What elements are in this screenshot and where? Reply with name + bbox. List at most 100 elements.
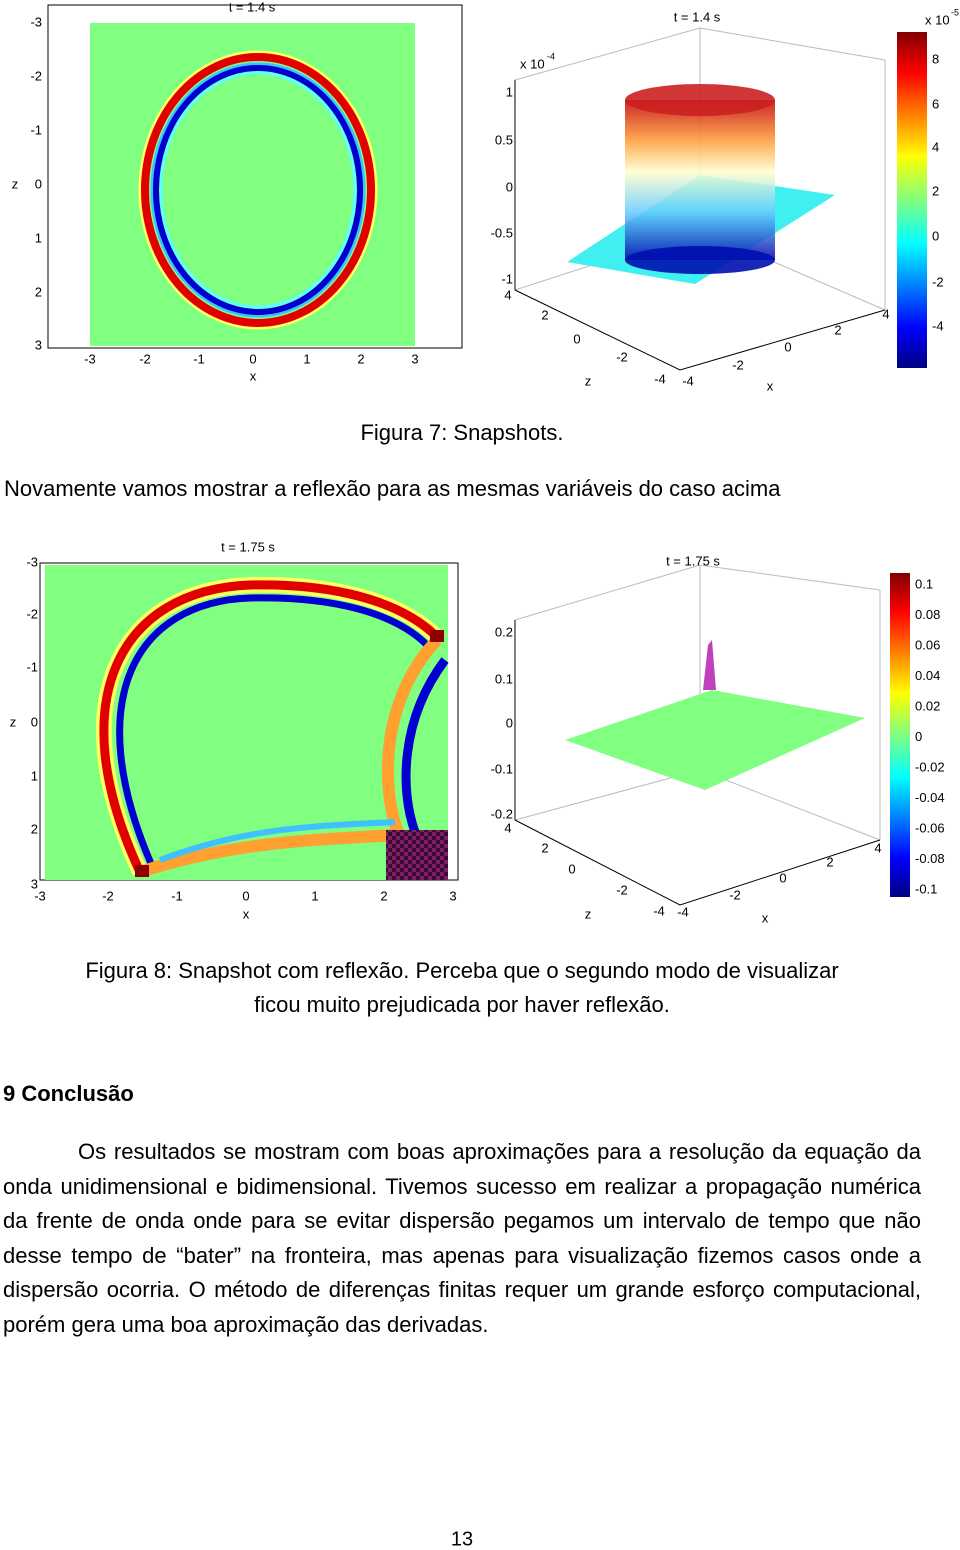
tick-label: 3 xyxy=(31,876,38,891)
tick-label: -2 xyxy=(616,349,628,364)
tick-label: 0.04 xyxy=(915,668,940,683)
colorbar xyxy=(897,32,927,368)
tick-label: -0.08 xyxy=(915,851,945,866)
tick-label: 4 xyxy=(504,820,511,835)
axis-label: z xyxy=(10,714,17,729)
tick-label: -4 xyxy=(682,373,694,388)
tick-label: 0 xyxy=(573,331,580,346)
tick-label: -1 xyxy=(30,122,42,137)
tick-label: 3 xyxy=(449,888,456,903)
tick-label: -2 xyxy=(102,888,114,903)
scale-exponent: -5 xyxy=(951,7,959,17)
tick-label: 2 xyxy=(541,840,548,855)
tick-label: 2 xyxy=(380,888,387,903)
tick-label: 1 xyxy=(35,230,42,245)
tick-label: 0 xyxy=(779,870,786,885)
tick-label: 2 xyxy=(834,322,841,337)
tick-label: -0.02 xyxy=(915,759,945,774)
tick-label: 0.2 xyxy=(495,624,513,639)
axis-label: z xyxy=(12,176,19,191)
tick-label: 8 xyxy=(932,51,939,66)
tick-label: 0 xyxy=(915,729,922,744)
caption: ficou muito prejudicada por haver reflex… xyxy=(254,992,670,1017)
tick-label: -1 xyxy=(26,659,38,674)
tick-label: 0 xyxy=(506,179,513,194)
tick-label: -3 xyxy=(30,14,42,29)
plot-title: t = 1.4 s xyxy=(674,9,721,24)
scale-base: x 10 xyxy=(520,56,545,71)
tick-label: 1 xyxy=(311,888,318,903)
tick-label: 0.1 xyxy=(495,671,513,686)
tick-label: 2 xyxy=(31,821,38,836)
hot-spot xyxy=(135,865,149,877)
surface-cylinder xyxy=(625,84,775,274)
checkerboard-artifact xyxy=(386,830,448,880)
tick-label: -2 xyxy=(26,606,38,621)
axis-label: x xyxy=(250,368,257,383)
tick-label: -0.06 xyxy=(915,820,945,835)
tick-label: 0 xyxy=(249,351,256,366)
reflected-wave xyxy=(95,576,449,878)
tick-label: -4 xyxy=(677,904,689,919)
tick-label: -3 xyxy=(26,554,38,569)
axis-label: x xyxy=(762,910,769,925)
axis-label: z xyxy=(585,373,592,388)
surface-plane xyxy=(565,690,865,790)
tick-label: 2 xyxy=(35,284,42,299)
axis-label: x xyxy=(767,378,774,393)
tick-label: -3 xyxy=(34,888,46,903)
page-number: 13 xyxy=(451,1528,473,1550)
tick-label: -2 xyxy=(732,357,744,372)
tick-label: -0.2 xyxy=(491,806,513,821)
tick-label: 4 xyxy=(932,139,939,154)
tick-label: 1 xyxy=(31,768,38,783)
plot-title: t = 1.4 s xyxy=(229,0,276,14)
tick-label: -4 xyxy=(932,318,944,333)
caption: Figura 8: Snapshot com reflexão. Perceba… xyxy=(85,958,838,983)
paragraph: Novamente vamos mostrar a reflexão para … xyxy=(4,476,781,501)
tick-label: 0.08 xyxy=(915,607,940,622)
tick-label: 0.1 xyxy=(915,576,933,591)
tick-label: 3 xyxy=(411,351,418,366)
tick-label: 0.02 xyxy=(915,698,940,713)
tick-label: 2 xyxy=(357,351,364,366)
axes-box xyxy=(47,4,463,349)
tick-label: -4 xyxy=(653,903,665,918)
axis-label: z xyxy=(585,906,592,921)
tick-label: 0.06 xyxy=(915,637,940,652)
tick-label: -1 xyxy=(501,271,513,286)
tick-label: -2 xyxy=(139,351,151,366)
tick-label: 0 xyxy=(242,888,249,903)
tick-label: -3 xyxy=(84,351,96,366)
scale-exponent: -4 xyxy=(547,51,555,61)
tick-label: -4 xyxy=(654,371,666,386)
tick-label: -0.5 xyxy=(491,225,513,240)
surface-spike xyxy=(703,640,716,690)
caption: Figura 7: Snapshots. xyxy=(360,420,563,445)
scale-base: x 10 xyxy=(925,12,950,27)
tick-label: -0.04 xyxy=(915,790,945,805)
tick-label: 0 xyxy=(568,861,575,876)
paragraph: Os resultados se mostram com boas aproxi… xyxy=(3,1139,921,1337)
plot-title: t = 1.75 s xyxy=(666,553,720,568)
tick-label: -2 xyxy=(932,274,944,289)
tick-label: 0 xyxy=(506,715,513,730)
tick-label: 2 xyxy=(541,307,548,322)
tick-label: 0 xyxy=(31,714,38,729)
tick-label: 1 xyxy=(506,84,513,99)
tick-label: 0.5 xyxy=(495,132,513,147)
tick-label: -0.1 xyxy=(915,881,937,896)
plot-title: t = 1.75 s xyxy=(221,539,275,554)
tick-label: -1 xyxy=(171,888,183,903)
tick-label: 0 xyxy=(35,176,42,191)
tick-label: 3 xyxy=(35,337,42,352)
tick-label: 0 xyxy=(784,339,791,354)
tick-label: 6 xyxy=(932,96,939,111)
tick-label: 4 xyxy=(882,306,889,321)
section-heading: 9 Conclusão xyxy=(3,1081,134,1106)
tick-label: 0 xyxy=(932,228,939,243)
tick-label: -2 xyxy=(30,68,42,83)
wave-ring xyxy=(138,50,378,330)
